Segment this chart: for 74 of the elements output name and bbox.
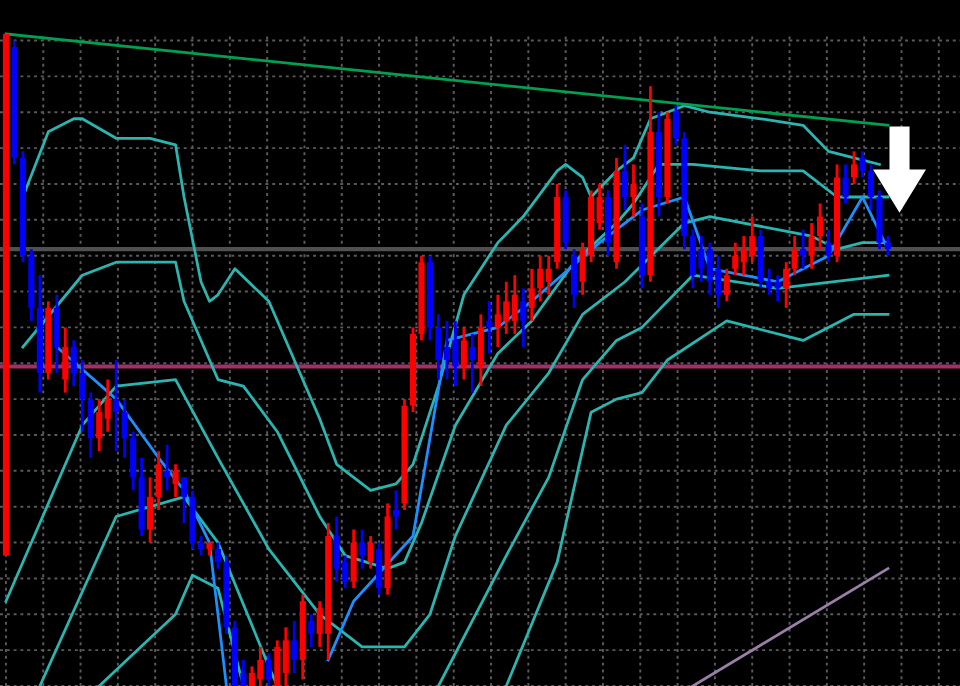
candlestick (706, 241, 713, 297)
candlestick (562, 189, 569, 251)
candlestick (884, 234, 891, 258)
candlestick (333, 515, 340, 584)
candlestick (486, 299, 493, 355)
candlestick (291, 619, 298, 675)
candlestick (842, 163, 849, 205)
candlestick (605, 189, 612, 258)
candlestick (537, 254, 544, 303)
candlestick (520, 286, 527, 349)
candlestick (808, 221, 815, 271)
candlestick (783, 260, 790, 310)
candlestick (172, 462, 179, 499)
candlestick (528, 267, 535, 323)
candlestick (732, 241, 739, 277)
candlestick (274, 638, 281, 686)
candlestick (164, 443, 171, 492)
candlestick (62, 326, 69, 394)
candlestick (180, 475, 188, 525)
candlestick (96, 397, 103, 453)
candlestick (367, 534, 374, 571)
candlestick (452, 319, 459, 388)
candlestick (265, 652, 272, 686)
candlestick (698, 234, 705, 284)
candlestick (867, 163, 875, 212)
candlestick (749, 215, 756, 264)
candlestick (774, 273, 781, 303)
candlestick (621, 143, 629, 212)
candlestick (511, 273, 518, 336)
candlestick (630, 163, 637, 218)
candlestick (825, 228, 832, 264)
candlestick (189, 489, 196, 551)
candlestick (70, 339, 77, 388)
candlestick (545, 254, 552, 297)
candlestick (121, 397, 128, 460)
candlestick (257, 645, 264, 686)
candlestick (460, 326, 467, 381)
candlestick (757, 228, 764, 290)
candlestick (130, 430, 137, 492)
candlestick (672, 104, 679, 147)
candlestick (282, 625, 289, 686)
candlestick (477, 312, 484, 388)
candlestick (214, 541, 221, 571)
candlestick (859, 149, 866, 179)
candlestick (503, 280, 510, 336)
candlestick (740, 234, 747, 277)
candlestick (800, 228, 807, 271)
candlestick (817, 202, 824, 251)
candlestick (248, 665, 255, 686)
candlestick (359, 528, 366, 571)
candlestick (571, 247, 578, 310)
candlestick (113, 358, 120, 453)
candlestick (435, 312, 442, 381)
candlestick (104, 378, 111, 434)
candlestick (308, 612, 315, 649)
candlestick (876, 189, 883, 251)
candlestick (850, 149, 858, 186)
candlestick (79, 358, 86, 434)
candlestick (494, 293, 501, 349)
candlestick (87, 391, 94, 460)
candlestick (392, 489, 400, 531)
candlestick (350, 528, 357, 590)
candlestick (155, 449, 162, 512)
candlestick (376, 541, 383, 597)
candlestick (147, 475, 154, 544)
candlestick (689, 228, 696, 290)
candlestick (443, 319, 450, 381)
candlestick (197, 534, 205, 557)
candlestick (791, 234, 798, 277)
candlestick (723, 267, 730, 303)
candlestick (715, 254, 722, 310)
candlestick (469, 332, 476, 394)
candlestick (53, 293, 60, 375)
candlestick (766, 267, 773, 297)
